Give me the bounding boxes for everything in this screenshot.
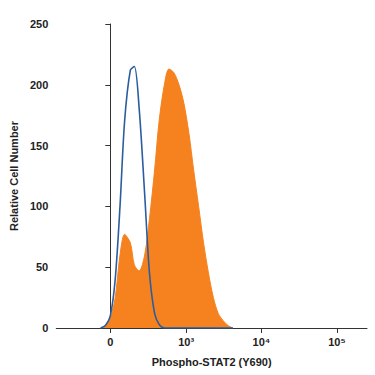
svg-text:0: 0 [42, 322, 48, 334]
svg-text:10⁵: 10⁵ [328, 336, 345, 348]
svg-text:Phospho-STAT2 (Y690): Phospho-STAT2 (Y690) [152, 356, 272, 368]
svg-text:0: 0 [107, 336, 113, 348]
svg-text:200: 200 [30, 79, 48, 91]
svg-text:10³: 10³ [178, 336, 194, 348]
svg-text:150: 150 [30, 140, 48, 152]
svg-text:Relative Cell Number: Relative Cell Number [8, 120, 20, 231]
svg-text:250: 250 [30, 18, 48, 30]
svg-text:50: 50 [36, 261, 48, 273]
svg-text:100: 100 [30, 200, 48, 212]
svg-text:10⁴: 10⁴ [253, 336, 271, 348]
